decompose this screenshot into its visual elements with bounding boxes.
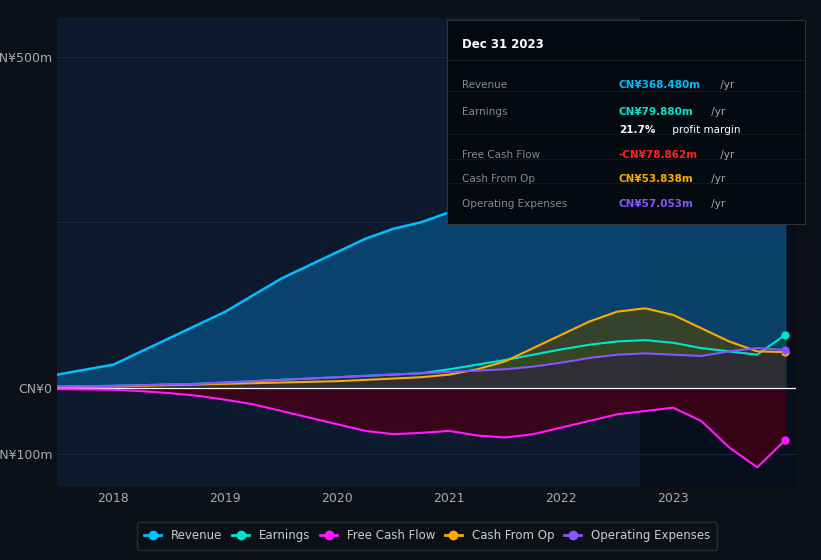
Text: CN¥57.053m: CN¥57.053m [619,199,694,208]
Text: CN¥79.880m: CN¥79.880m [619,106,694,116]
Text: CN¥368.480m: CN¥368.480m [619,80,701,90]
Text: /yr: /yr [709,106,726,116]
Text: /yr: /yr [717,150,734,160]
Bar [640,17,796,487]
Text: /yr: /yr [717,80,734,90]
Text: profit margin: profit margin [669,125,741,135]
Text: /yr: /yr [709,199,726,208]
Text: Revenue: Revenue [461,80,507,90]
Text: Free Cash Flow: Free Cash Flow [461,150,540,160]
Text: CN¥53.838m: CN¥53.838m [619,174,694,184]
Text: Dec 31 2023: Dec 31 2023 [461,38,544,51]
Text: Earnings: Earnings [461,106,507,116]
Text: /yr: /yr [709,174,726,184]
Text: Cash From Op: Cash From Op [461,174,534,184]
Text: -CN¥78.862m: -CN¥78.862m [619,150,698,160]
Legend: Revenue, Earnings, Free Cash Flow, Cash From Op, Operating Expenses: Revenue, Earnings, Free Cash Flow, Cash … [136,522,718,549]
Text: 21.7%: 21.7% [619,125,655,135]
Text: Operating Expenses: Operating Expenses [461,199,567,208]
